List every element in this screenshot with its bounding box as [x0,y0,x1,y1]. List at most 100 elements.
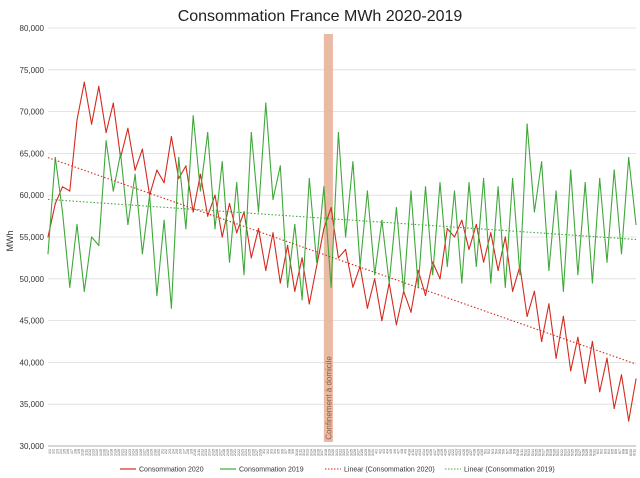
data-point [403,290,405,292]
x-tick-label: 2/5 [175,449,179,454]
x-tick-label: 2/9 [190,449,194,454]
data-point [257,228,260,230]
legend: Consommation 2020 Consommation 2019 Linear… [120,467,555,474]
data-point [163,182,165,184]
confinement-label: Confinement à domicile [324,356,333,440]
data-point [287,286,289,288]
data-point [504,236,506,238]
x-tick-label: 5/19 [549,449,553,456]
data-point [410,190,412,192]
x-tick-label: 5/18 [545,449,549,456]
data-point [156,294,158,297]
data-point [439,182,441,184]
x-tick-label: 4/19 [440,449,444,456]
data-point [504,286,506,288]
x-tick-label: 2/23 [240,449,244,456]
data-point [497,186,499,188]
x-tick-label: 4/15 [425,449,429,456]
y-tick-label: 45,000 [20,317,45,326]
data-point [352,286,354,288]
x-tick-label: 3/5 [277,449,281,454]
x-tick-label: 4/3 [382,449,386,454]
data-point [577,336,579,338]
x-tick-label: 1/18 [110,449,114,456]
data-point [620,253,623,255]
x-tick-label: 1/13 [92,449,96,456]
data-point [533,211,536,213]
data-point [613,169,615,171]
data-point [526,315,528,317]
data-point [366,307,368,309]
data-point [628,157,630,159]
data-point [439,278,441,280]
data-point [149,194,151,196]
x-tick-label: 1/29 [150,449,154,456]
x-tick-label: 2/15 [211,449,215,456]
data-point [156,169,158,171]
x-tick-label: 2/26 [251,449,255,456]
data-point [628,420,630,422]
y-tick-label: 30,000 [20,442,45,451]
data-point [570,169,572,171]
data-point [395,324,397,326]
x-tick-label: 3/20 [331,449,335,456]
data-point [366,190,368,192]
data-point [236,232,238,234]
x-tick-label: 4/16 [429,449,433,456]
data-point [69,286,71,288]
x-tick-label: 1/15 [99,449,103,456]
x-tick-label: 1/2 [52,449,56,454]
x-tick-label: 1/10 [81,449,85,456]
x-tick-label: 3/13 [306,449,310,456]
data-point [475,223,477,226]
legend-label: Linear (Consommation 2020) [344,467,435,474]
x-tick-label: 1/14 [95,449,99,456]
x-tick-label: 4/26 [465,449,469,456]
x-tick-label: 3/17 [320,449,324,456]
x-tick-label: 6/1 [596,449,600,454]
x-tick-label: 3/6 [280,449,284,454]
data-point [250,131,252,134]
x-tick-label: 3/16 [317,449,321,456]
data-point [163,219,165,221]
x-tick-label: 3/3 [269,449,273,454]
data-point [192,211,194,213]
data-point [279,282,281,284]
x-tick-label: 1/11 [84,449,88,456]
x-tick-label: 4/13 [418,449,422,456]
data-point [91,123,93,125]
x-tick-label: 2/4 [171,449,175,454]
x-tick-label: 1/17 [106,449,110,456]
chart-title: Consommation France MWh 2020-2019 [178,8,463,25]
data-point [112,102,114,104]
x-tick-label: 2/21 [233,449,237,456]
x-tick-label: 3/23 [342,449,346,456]
x-tick-label: 2/18 [222,449,226,456]
data-point [570,370,572,372]
data-point [490,282,492,284]
data-point [134,173,136,175]
data-point [272,232,274,234]
x-tick-label: 1/22 [124,449,128,456]
data-point [548,269,550,271]
data-point [141,253,143,255]
x-tick-label: 5/20 [553,449,557,456]
data-point [548,303,550,305]
data-point [243,274,245,276]
x-tick-label: 5/7 [505,449,509,454]
data-point [170,136,172,138]
data-point [316,265,318,267]
x-tick-label: 2/12 [200,449,204,456]
x-tick-label: 4/22 [451,449,455,456]
x-tick-label: 5/12 [523,449,527,456]
data-point [483,177,485,180]
data-point [584,382,586,384]
x-tick-label: 5/14 [531,449,535,456]
data-point [606,261,608,263]
x-tick-label: 2/11 [197,449,201,456]
x-tick-label: 4/18 [436,449,440,456]
data-point [468,182,470,184]
x-tick-label: 3/10 [295,449,299,456]
data-point [424,294,427,297]
